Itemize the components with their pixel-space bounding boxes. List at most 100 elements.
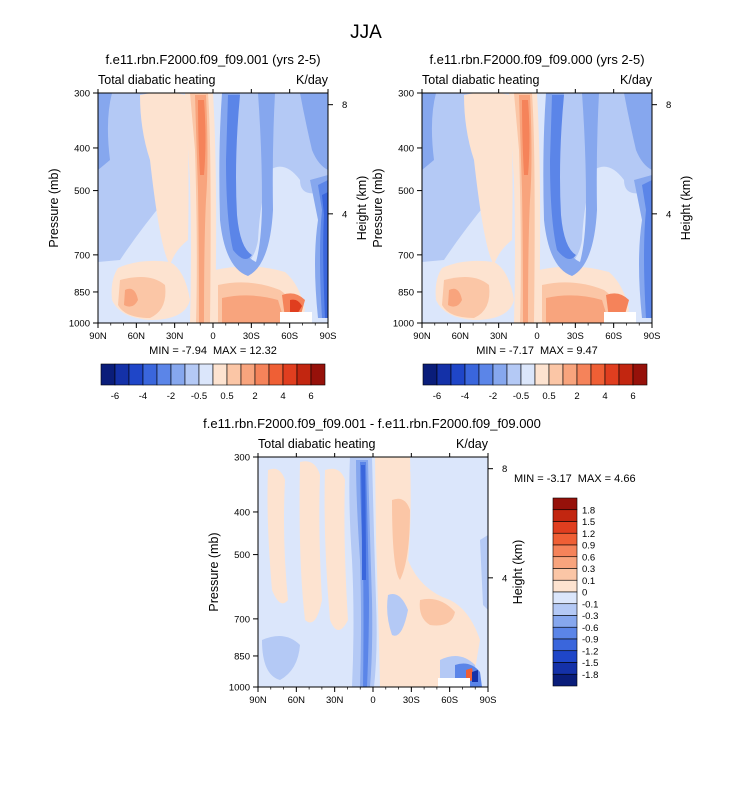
colorbar-box [552, 650, 578, 663]
y-tick-label: 850 [398, 287, 414, 298]
colorbar-label: -6 [111, 391, 119, 402]
colorbar-label: -1.8 [582, 670, 598, 681]
x-tick-label: 60S [605, 331, 622, 342]
y-tick-label: 1000 [229, 683, 250, 694]
y2-tick-label: 8 [502, 464, 507, 475]
y2-tick-label: 4 [342, 209, 347, 220]
y-tick-label: 1000 [393, 319, 414, 330]
panel-3: f.e11.rbn.F2000.f09_f09.001 - f.e11.rbn.… [203, 416, 635, 706]
x-tick-label: 90N [413, 331, 431, 342]
panel-2-units: K/day [620, 73, 653, 87]
panel-3-left-string: Total diabatic heating [258, 437, 375, 451]
colorbar-box [552, 603, 578, 616]
colorbar-box [552, 579, 578, 593]
panel-3-y2label: Height (km) [511, 540, 525, 605]
panel-2-min-value: -7.17 [509, 345, 534, 357]
panel-2-min-label: MIN = [476, 345, 509, 357]
colorbar-label: 6 [630, 391, 635, 402]
colorbar-label: -4 [139, 391, 147, 402]
colorbar-box [506, 363, 522, 386]
colorbar-label: 0.9 [582, 541, 595, 552]
y-tick-label: 400 [398, 143, 414, 154]
colorbar-label: 4 [280, 391, 285, 402]
colorbar-label: 4 [602, 391, 607, 402]
colorbar-box [604, 363, 620, 386]
colorbar-label: -6 [433, 391, 441, 402]
y2-tick-label: 8 [666, 100, 671, 111]
y-tick-label: 500 [74, 186, 90, 197]
colorbar-box [450, 363, 466, 386]
colorbar-box [142, 363, 158, 386]
x-tick-label: 60S [281, 331, 298, 342]
panel-1-axes: 90N 60N 30N 0 30S 60S 90S 300 400 500 700 850 1000 8 4 [69, 89, 347, 343]
colorbar-label: -4 [461, 391, 469, 402]
colorbar-box [552, 615, 578, 628]
colorbar-box [552, 638, 578, 652]
y-tick-label: 400 [74, 143, 90, 154]
colorbar-label: 0 [582, 588, 587, 599]
y2-tick-label: 8 [342, 100, 347, 111]
colorbar-box [492, 363, 508, 386]
x-tick-label: 30S [243, 331, 260, 342]
colorbar-box [254, 363, 270, 386]
colorbar-label: 2 [252, 391, 257, 402]
colorbar-box [212, 363, 228, 386]
panel-3-colorbar: 1.81.51.20.90.60.30.10-0.1-0.3-0.6-0.9-1… [552, 497, 598, 687]
colorbar-box [226, 363, 242, 386]
colorbar-label: -0.5 [513, 391, 529, 402]
colorbar-box [240, 363, 256, 386]
x-tick-label: 30N [166, 331, 184, 342]
x-tick-label: 0 [210, 331, 215, 342]
colorbar-label: -2 [167, 391, 175, 402]
panel-1-min-value: -7.94 [182, 345, 207, 357]
colorbar-box [618, 363, 634, 386]
x-tick-label: 0 [534, 331, 539, 342]
colorbar-box [184, 363, 200, 386]
panel-2-left-string: Total diabatic heating [422, 73, 539, 87]
panel-2-field [422, 93, 652, 323]
panel-1-minmax: MIN = -7.94 MAX = 12.32 [149, 345, 277, 357]
x-tick-label: 90S [320, 331, 337, 342]
x-tick-label: 30S [403, 695, 420, 706]
colorbar-label: -1.5 [582, 658, 598, 669]
panel-2-ylabel: Pressure (mb) [371, 168, 385, 247]
colorbar-box [198, 363, 214, 386]
colorbar-box [478, 363, 494, 386]
panel-1-left-string: Total diabatic heating [98, 73, 215, 87]
colorbar-box [436, 363, 452, 386]
colorbar-box [552, 673, 578, 687]
x-tick-label: 30N [326, 695, 344, 706]
y-tick-label: 500 [398, 186, 414, 197]
y-tick-label: 850 [74, 287, 90, 298]
colorbar-box [552, 509, 578, 522]
x-tick-label: 90S [644, 331, 661, 342]
panel-1-y2label: Height (km) [355, 176, 369, 241]
colorbar-label: -0.3 [582, 611, 598, 622]
panel-1: f.e11.rbn.F2000.f09_f09.001 (yrs 2-5) To… [47, 52, 369, 402]
panel-3-title: f.e11.rbn.F2000.f09_f09.001 - f.e11.rbn.… [203, 416, 541, 431]
y2-tick-label: 4 [666, 209, 671, 220]
x-tick-label: 60N [128, 331, 146, 342]
panel-2-title: f.e11.rbn.F2000.f09_f09.000 (yrs 2-5) [429, 52, 644, 67]
panel-3-max-value: 4.66 [614, 473, 635, 485]
panel-1-units: K/day [296, 73, 329, 87]
y-tick-label: 850 [234, 651, 250, 662]
panel-1-max-label: MAX = [213, 345, 249, 357]
colorbar-label: -2 [489, 391, 497, 402]
panel-2-minmax: MIN = -7.17 MAX = 9.47 [476, 345, 598, 357]
x-tick-label: 90N [249, 695, 267, 706]
y-tick-label: 500 [234, 550, 250, 561]
colorbar-label: 6 [308, 391, 313, 402]
colorbar-box [156, 363, 172, 386]
colorbar-box [632, 363, 648, 386]
colorbar-box [552, 591, 578, 605]
colorbar-box [282, 363, 298, 386]
colorbar-box [422, 363, 438, 386]
colorbar-label: -0.9 [582, 635, 598, 646]
colorbar-box [552, 568, 578, 581]
colorbar-label: 0.6 [582, 552, 595, 563]
colorbar-box [552, 544, 578, 558]
colorbar-box [100, 363, 116, 386]
x-tick-label: 90S [480, 695, 497, 706]
